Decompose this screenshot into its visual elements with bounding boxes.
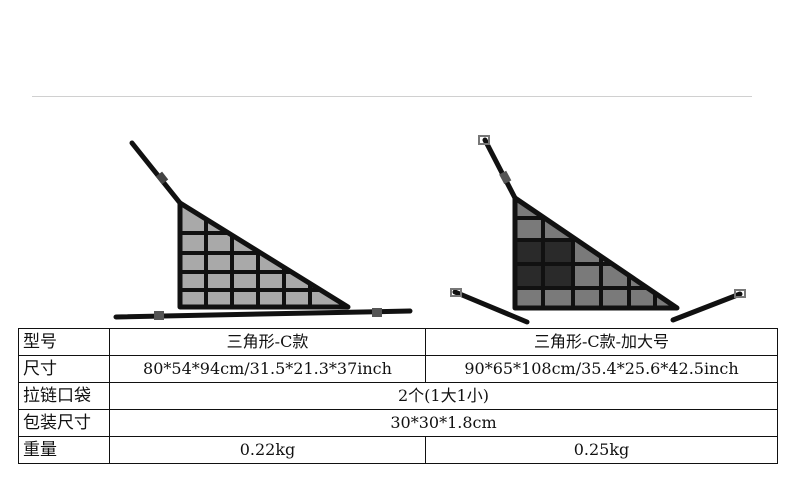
row-label: 包装尺寸 xyxy=(18,409,110,437)
row-label: 尺寸 xyxy=(18,355,110,383)
cell-model-a: 三角形-C款 xyxy=(109,328,426,356)
table-row-size: 尺寸 80*54*94cm/31.5*21.3*37inch 90*65*108… xyxy=(18,355,778,383)
product-image-triangle-c xyxy=(113,140,413,320)
row-label: 重量 xyxy=(18,436,110,464)
spec-table: 型号 三角形-C款 三角形-C款-加大号 尺寸 80*54*94cm/31.5*… xyxy=(18,328,778,464)
row-label: 拉链口袋 xyxy=(18,382,110,410)
table-row-package: 包装尺寸 30*30*1.8cm xyxy=(18,409,778,437)
cell-model-b: 三角形-C款-加大号 xyxy=(425,328,778,356)
row-label: 型号 xyxy=(18,328,110,356)
cell-size-b: 90*65*108cm/35.4*25.6*42.5inch xyxy=(425,355,778,383)
cell-weight-b: 0.25kg xyxy=(425,436,778,464)
cell-weight-a: 0.22kg xyxy=(109,436,426,464)
table-row-weight: 重量 0.22kg 0.25kg xyxy=(18,436,778,464)
cell-size-a: 80*54*94cm/31.5*21.3*37inch xyxy=(109,355,426,383)
table-row-pocket: 拉链口袋 2个(1大1小) xyxy=(18,382,778,410)
top-divider xyxy=(32,96,752,97)
table-row-model: 型号 三角形-C款 三角形-C款-加大号 xyxy=(18,328,778,356)
product-image-triangle-c-large xyxy=(450,135,746,325)
cell-package: 30*30*1.8cm xyxy=(109,409,778,437)
cell-pocket: 2个(1大1小) xyxy=(109,382,778,410)
